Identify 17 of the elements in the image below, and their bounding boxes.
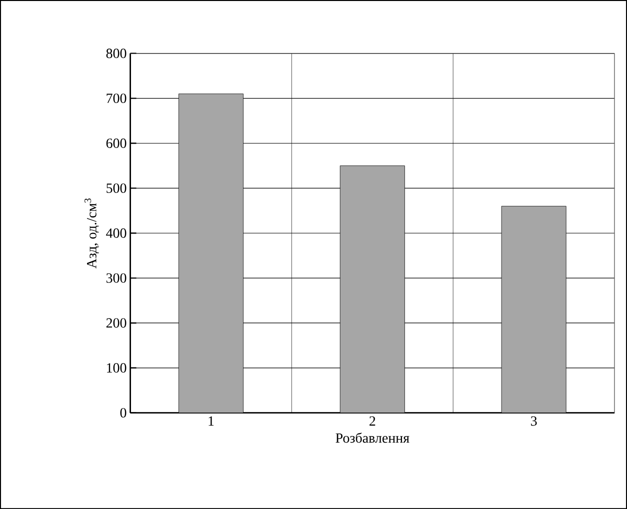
- x-tick-label: 1: [208, 416, 214, 426]
- y-tick-label: 700: [106, 94, 126, 103]
- bar: [501, 206, 566, 413]
- y-tick-label: 400: [106, 228, 126, 238]
- y-tick-label: 600: [106, 138, 126, 148]
- x-tick-label: 2: [370, 416, 376, 426]
- bar: [340, 165, 405, 413]
- y-tick-label: 0: [120, 408, 126, 418]
- y-tick-label: 100: [107, 363, 126, 373]
- x-axis-title: Розбавлення: [336, 432, 410, 443]
- x-tick-label: 3: [530, 416, 537, 426]
- y-tick-label: 200: [106, 318, 126, 328]
- y-tick-label: 500: [106, 183, 126, 193]
- bar: [178, 94, 244, 413]
- y-tick-label: 800: [106, 48, 126, 58]
- y-tick-label: 300: [106, 273, 126, 283]
- y-axis-title: Азд, од./см$^{3}$: [84, 198, 99, 268]
